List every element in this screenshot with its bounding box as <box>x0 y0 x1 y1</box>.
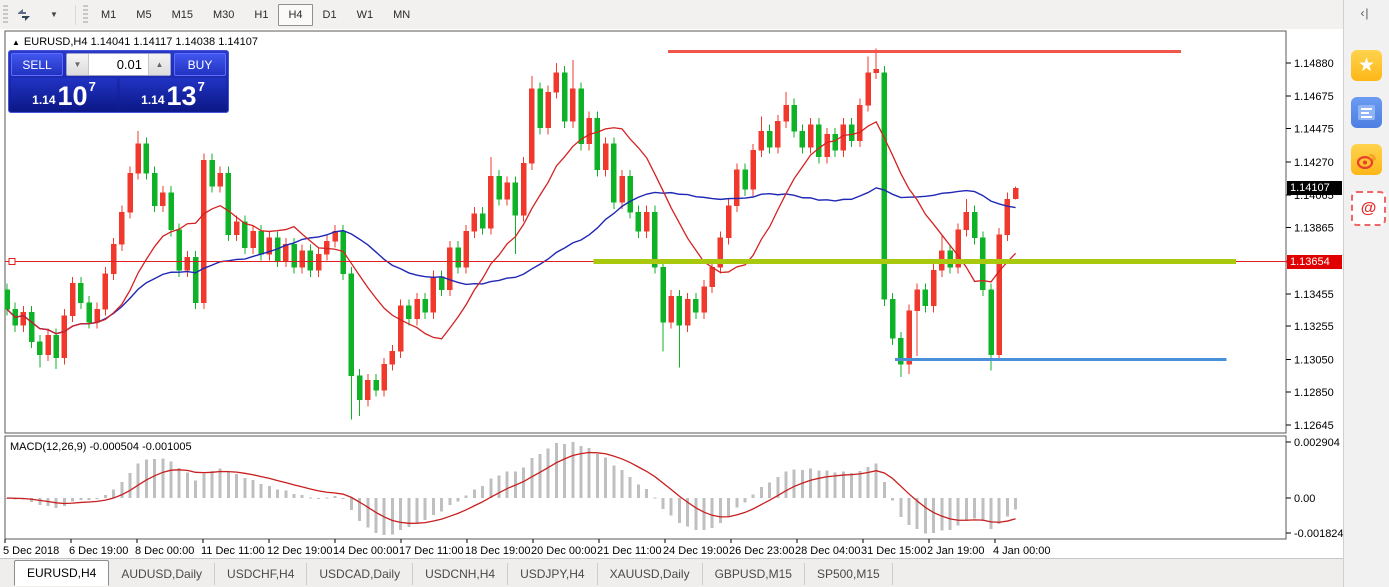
sell-price-pip: 7 <box>88 79 96 94</box>
svg-text:20 Dec 00:00: 20 Dec 00:00 <box>531 545 596 557</box>
svg-text:1.14880: 1.14880 <box>1294 58 1334 70</box>
svg-text:0.002904: 0.002904 <box>1294 437 1340 449</box>
svg-text:1.14270: 1.14270 <box>1294 157 1334 169</box>
tab-usdjpy-h4[interactable]: USDJPY,H4 <box>508 563 598 585</box>
tab-xauusd-daily[interactable]: XAUUSD,Daily <box>598 563 703 585</box>
svg-text:1.13865: 1.13865 <box>1294 222 1334 234</box>
svg-text:28 Dec 04:00: 28 Dec 04:00 <box>795 545 860 557</box>
macd-indicator-label: MACD(12,26,9) -0.000504 -0.001005 <box>10 441 192 453</box>
toolbar-grip[interactable] <box>3 4 8 25</box>
volume-step-up-icon[interactable]: ▲ <box>148 54 170 75</box>
svg-text:21 Dec 11:00: 21 Dec 11:00 <box>597 545 662 557</box>
timeframe-button-m30[interactable]: M30 <box>212 8 235 21</box>
timeframes-toolbar: ▼ M1 M5 M15 M30 H1 H4 D1 W1 MN <box>0 0 1389 30</box>
timeframe-button-m5[interactable]: M5 <box>136 8 152 21</box>
sell-price-main: 10 <box>57 81 88 111</box>
tab-usdcad-daily[interactable]: USDCAD,Daily <box>307 563 414 585</box>
tab-audusd-daily[interactable]: AUDUSD,Daily <box>109 563 216 585</box>
chart-workspace: 1.14880 1.14675 1.14475 1.14270 1.14065 1.138… <box>0 29 1343 558</box>
news-feed-icon[interactable] <box>1351 97 1382 128</box>
tile-windows-glyph <box>18 8 30 21</box>
svg-text:11 Dec 11:00: 11 Dec 11:00 <box>201 545 265 557</box>
tab-sp500-m15[interactable]: SP500,M15 <box>805 563 893 585</box>
sell-button[interactable]: SELL <box>11 53 63 76</box>
svg-text:31 Dec 15:00: 31 Dec 15:00 <box>861 545 926 557</box>
sell-price-prefix: 1.14 <box>32 93 56 107</box>
svg-text:1.12850: 1.12850 <box>1294 387 1334 399</box>
chart-tabs-bar: EURUSD,H4 AUDUSD,Daily USDCHF,H4 USDCAD,… <box>0 558 1343 587</box>
timeframe-button-h1[interactable]: H1 <box>254 8 269 21</box>
buy-button[interactable]: BUY <box>174 53 226 76</box>
chart-symbol-title: ▲ EURUSD,H4 1.14041 1.14117 1.14038 1.141… <box>12 36 258 48</box>
tab-eurusd-h4[interactable]: EURUSD,H4 <box>14 560 110 586</box>
svg-text:24 Dec 19:00: 24 Dec 19:00 <box>663 545 728 557</box>
svg-text:6 Dec 19:00: 6 Dec 19:00 <box>69 545 128 557</box>
svg-text:2 Jan 19:00: 2 Jan 19:00 <box>927 545 985 557</box>
toolbar-dropdown-caret[interactable]: ▼ <box>50 10 58 19</box>
macd-name: MACD(12,26,9) <box>10 441 87 453</box>
mail-at-icon[interactable]: @ <box>1351 191 1386 226</box>
buy-price-box[interactable]: 1.14 13 7 <box>120 78 226 111</box>
news-page-glyph <box>1358 105 1375 120</box>
sell-price-box[interactable]: 1.14 10 7 <box>11 78 117 111</box>
one-click-trading-panel: SELL ▼ 0.01 ▲ BUY 1.14 10 7 1.14 13 7 <box>8 50 229 113</box>
chart-canvas[interactable]: 1.148801.146751.144751.142701.140651.138… <box>0 29 1343 558</box>
tab-usdcnh-h4[interactable]: USDCNH,H4 <box>413 563 509 585</box>
svg-text:1.14675: 1.14675 <box>1294 91 1334 103</box>
time-axis[interactable] <box>0 539 1286 558</box>
volume-stepper: ▼ 0.01 ▲ <box>66 53 171 76</box>
buy-price-main: 13 <box>166 81 197 111</box>
tab-usdchf-h4[interactable]: USDCHF,H4 <box>215 563 308 585</box>
collapse-sidebar-icon[interactable]: ‹| <box>1360 6 1370 20</box>
timeframe-button-h4[interactable]: H4 <box>278 3 313 26</box>
volume-step-down-icon[interactable]: ▼ <box>67 54 89 75</box>
svg-text:8 Dec 00:00: 8 Dec 00:00 <box>135 545 194 557</box>
timeframe-button-w1[interactable]: W1 <box>356 8 374 21</box>
timeframe-button-mn[interactable]: MN <box>393 8 411 21</box>
symbol-label: EURUSD,H4 <box>23 36 88 48</box>
tile-windows-icon[interactable] <box>11 3 37 27</box>
svg-text:26 Dec 23:00: 26 Dec 23:00 <box>729 545 794 557</box>
svg-text:1.13255: 1.13255 <box>1294 321 1334 333</box>
svg-text:4 Jan 00:00: 4 Jan 00:00 <box>993 545 1051 557</box>
timeframe-button-m15[interactable]: M15 <box>171 8 193 21</box>
svg-text:-0.001824: -0.001824 <box>1294 528 1343 540</box>
svg-text:0.00: 0.00 <box>1294 493 1315 505</box>
chart-expand-icon[interactable]: ▲ <box>12 38 20 47</box>
buy-price-pip: 7 <box>197 79 205 94</box>
svg-text:14 Dec 00:00: 14 Dec 00:00 <box>333 545 398 557</box>
svg-text:1.14475: 1.14475 <box>1294 124 1334 136</box>
svg-text:1.13455: 1.13455 <box>1294 289 1334 301</box>
toolbar-grip-2[interactable] <box>83 4 88 25</box>
current-price-badge: 1.14107 <box>1287 181 1342 195</box>
svg-text:12 Dec 19:00: 12 Dec 19:00 <box>267 545 332 557</box>
tab-gbpusd-m15[interactable]: GBPUSD,M15 <box>703 563 805 585</box>
svg-text:5 Dec 2018: 5 Dec 2018 <box>3 545 59 557</box>
svg-text:1.13050: 1.13050 <box>1294 354 1334 366</box>
timeframe-button-d1[interactable]: D1 <box>322 8 337 21</box>
svg-text:1.12645: 1.12645 <box>1294 420 1334 432</box>
toolbar-separator <box>75 4 76 25</box>
svg-text:18 Dec 19:00: 18 Dec 19:00 <box>465 545 530 557</box>
right-sidebar: ‹| ★ @ <box>1343 0 1389 587</box>
volume-input[interactable]: 0.01 <box>116 57 142 72</box>
weibo-icon[interactable] <box>1351 144 1382 175</box>
buy-price-prefix: 1.14 <box>141 93 165 107</box>
weibo-glyph <box>1356 153 1376 169</box>
hline-price-badge: 1.13654 <box>1287 255 1342 269</box>
favorites-star-icon[interactable]: ★ <box>1351 50 1382 81</box>
price-axis[interactable] <box>1286 31 1343 541</box>
macd-values: -0.000504 -0.001005 <box>89 441 192 453</box>
svg-text:17 Dec 11:00: 17 Dec 11:00 <box>399 545 464 557</box>
timeframe-button-m1[interactable]: M1 <box>101 8 117 21</box>
ohlc-values: 1.14041 1.14117 1.14038 1.14107 <box>90 36 258 48</box>
